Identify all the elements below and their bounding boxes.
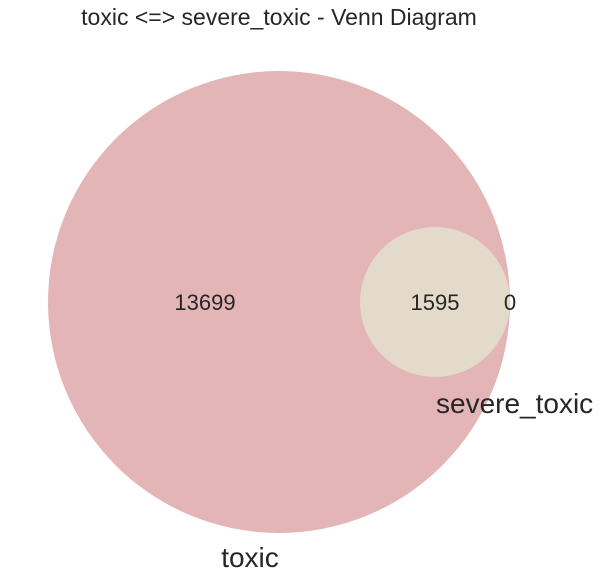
toxic-set-label: toxic	[221, 542, 279, 573]
toxic-only-count: 13699	[174, 290, 235, 315]
intersection-count: 1595	[411, 290, 460, 315]
severe-toxic-only-count: 0	[504, 290, 516, 315]
severe-toxic-set-label: severe_toxic	[436, 388, 593, 419]
diagram-title: toxic <=> severe_toxic - Venn Diagram	[81, 4, 477, 30]
severe-toxic-set-circle	[360, 227, 510, 377]
toxic-set-circle	[48, 71, 510, 533]
